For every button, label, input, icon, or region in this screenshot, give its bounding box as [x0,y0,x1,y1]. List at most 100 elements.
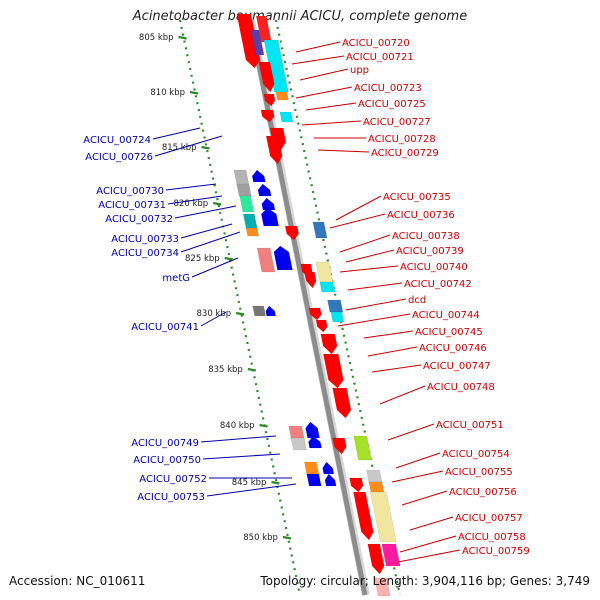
gene-49 [349,477,364,493]
tick-label: 815 kbp [162,143,197,153]
tick-mark [235,311,245,316]
gene-label-forward: ACICU_00738 [392,231,460,242]
gene-label-forward: ACICU_00740 [400,262,468,273]
tick-label: 850 kbp [243,533,278,543]
gene-52 [381,543,401,567]
gene-13 [236,183,252,197]
gene-44 [322,461,335,475]
gene-53 [367,543,385,575]
gene-54 [374,577,391,597]
leader-line [180,231,241,253]
leader-line [397,549,461,563]
gene-39 [290,437,307,451]
gene-label-forward: dcd [408,295,426,306]
gene-label-forward: ACICU_00758 [458,532,526,543]
tick-label: 810 kbp [150,88,185,98]
gene-label-forward: ACICU_00751 [436,420,504,431]
leader-line [399,535,457,553]
gene-24 [315,261,334,283]
gene-label-forward: ACICU_00728 [368,134,436,145]
leader-line [200,435,277,443]
gene-2 [250,29,265,56]
gene-43 [304,461,320,477]
gene-label-forward: ACICU_00757 [455,513,523,524]
leader-line [379,385,426,405]
gene-label-forward: upp [350,65,369,76]
gene-7 [260,109,275,123]
leader-line [167,195,223,205]
leader-line [391,470,444,483]
gene-38 [305,421,320,439]
gene-36 [332,387,352,419]
leader-line [395,452,441,469]
gene-30 [265,305,277,317]
gene-19 [245,227,260,237]
leader-line [152,127,201,140]
gene-label-forward: ACICU_00746 [419,343,487,354]
gene-21 [284,225,300,241]
tick-mark [224,256,233,261]
gene-label-reverse: ACICU_00733 [111,234,179,245]
leader-line [180,223,233,239]
leader-line [299,68,349,81]
gene-28 [327,299,344,313]
leader-line [305,102,357,111]
gene-label-reverse: ACICU_00732 [105,214,173,225]
gene-0 [236,13,261,69]
gene-14 [257,183,272,197]
gene-48 [368,481,385,493]
gene-label-reverse: ACICU_00752 [139,474,207,485]
gene-6 [263,93,276,107]
gene-label-forward: ACICU_00748 [427,382,495,393]
tick-label: 840 kbp [220,421,255,431]
gene-8 [279,111,294,123]
leader-line [174,205,237,219]
gene-label-reverse: ACICU_00726 [85,152,153,163]
leader-line [335,195,382,221]
leader-line [295,86,353,99]
tick-mark [212,201,222,206]
leader-line [387,423,435,441]
leader-line [345,298,407,311]
leader-line [329,213,386,229]
gene-label-reverse: ACICU_00730 [96,186,164,197]
gene-label-forward: ACICU_00729 [371,148,439,159]
gene-label-forward: ACICU_00735 [383,192,451,203]
tick-mark [247,367,257,372]
gene-41 [353,435,372,461]
gene-label-reverse: ACICU_00724 [83,135,151,146]
gene-label-forward: ACICU_00720 [342,38,410,49]
leader-line [347,282,403,291]
inner-guide-line [178,19,302,596]
leader-line [301,120,362,126]
gene-50 [370,491,397,543]
leader-line [337,313,411,327]
gene-27 [304,271,317,289]
gene-15 [239,195,255,213]
gene-34 [320,333,338,355]
gene-31 [308,307,322,321]
gene-23 [273,245,293,271]
leader-line [200,311,227,327]
leader-line [317,149,370,153]
gene-label-forward: ACICU_00754 [442,449,510,460]
tick-mark [189,90,199,95]
leader-line [339,265,399,273]
map-title: Acinetobacter baumannii ACICU, complete … [132,9,468,24]
tick-label: 845 kbp [232,478,267,488]
leader-line [202,453,281,460]
gene-11 [233,169,250,189]
gene-label-reverse: ACICU_00753 [137,492,205,503]
gene-label-reverse: ACICU_00734 [111,248,179,259]
tick-mark [178,35,187,40]
gene-label-forward: ACICU_00725 [358,99,426,110]
gene-42 [332,437,347,455]
tick-mark [201,145,210,150]
tick-mark [282,535,292,540]
gene-33 [315,319,328,333]
topology-text: Topology: circular; Length: 3,904,116 bp… [260,574,590,588]
gene-label-reverse: ACICU_00749 [131,438,199,449]
leader-line [345,249,395,263]
leader-line [154,135,223,157]
